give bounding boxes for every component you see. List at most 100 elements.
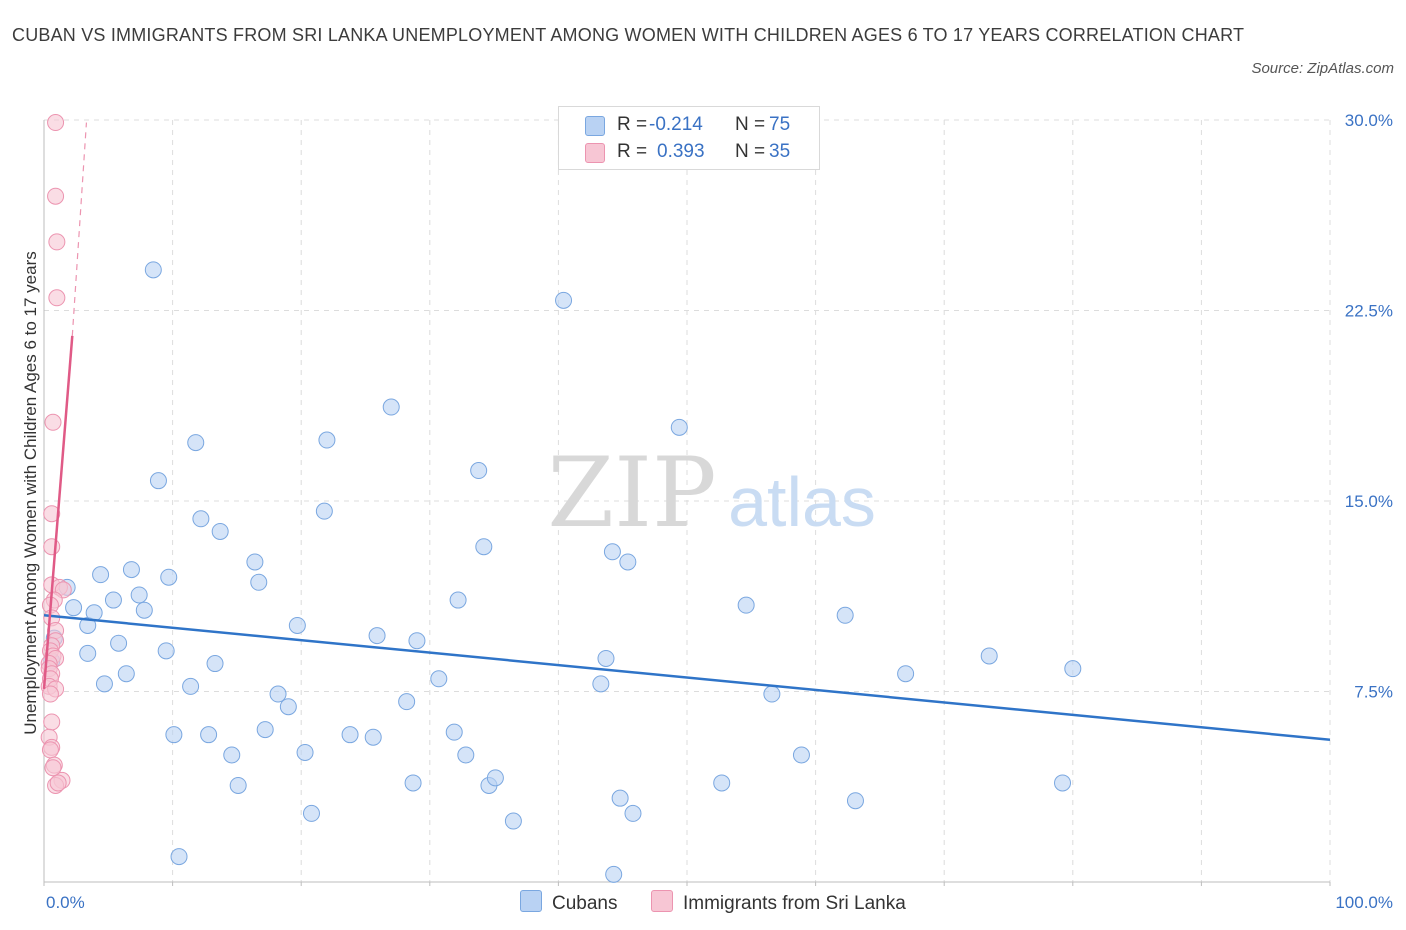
cubans-point [256,721,274,739]
sri-lanka-point [43,713,61,731]
cubans-point [597,649,615,667]
cubans-point [288,616,306,634]
cubans-point [246,553,264,571]
cubans-point [110,634,128,652]
cubans-point [170,848,188,866]
cubans-point [475,538,493,556]
sri-lanka-point [47,114,65,132]
cubans-point [95,675,113,693]
tick-labels: 7.5% 15.0% 22.5% 30.0% 0.0% 100.0% [46,111,1393,912]
cubans-point [368,627,386,645]
cubans-point [603,543,621,561]
y-tick-label: 15.0% [1345,492,1393,511]
cubans-point [302,804,320,822]
cubans-point [624,804,642,822]
cubans-point [269,685,287,703]
cubans-point [486,769,504,787]
cubans-point [92,566,110,584]
sri-lanka-point [44,413,62,431]
sri-lanka-swatch [585,143,605,163]
r-label: R = [617,141,648,162]
cubans-point [144,261,162,279]
x-tick-label: 100.0% [1335,893,1393,912]
cubans-point [445,723,463,741]
cubans-point [980,647,998,665]
cubans-point [763,685,781,703]
cubans-point [398,693,416,711]
cubans-point [470,462,488,480]
legend-item-sri-lanka: Immigrants from Sri Lanka [651,890,906,915]
source-note: Source: ZipAtlas.com [1251,60,1394,77]
cubans-swatch [585,116,605,136]
legend-item-cubans: Cubans [520,890,618,915]
r-value-cubans: -0.214 [649,114,703,135]
cubans-point [229,776,247,794]
cubans-point [382,398,400,416]
cubans-legend-swatch [520,890,542,912]
cubans-point [135,601,153,619]
cubans-point [149,472,167,490]
cubans-point [555,291,573,309]
cubans-point [846,792,864,810]
cubans-point [404,774,422,792]
cubans-point [206,655,224,673]
series-sri-lanka [40,114,72,794]
cubans-point [318,431,336,449]
cubans-point [157,642,175,660]
gridlines [44,119,1331,882]
watermark: ZIP atlas [547,437,876,549]
cubans-point [670,418,688,436]
y-tick-label: 7.5% [1354,683,1393,702]
n-label: N = [735,141,766,162]
chart-title: CUBAN VS IMMIGRANTS FROM SRI LANKA UNEMP… [12,25,1245,45]
cubans-point [187,434,205,452]
cubans-point [182,677,200,695]
cubans-point [792,746,810,764]
cubans-legend-label: Cubans [552,893,618,914]
cubans-point [315,502,333,520]
cubans-point [65,599,83,617]
cubans-point [1064,660,1082,678]
n-value-cubans: 75 [769,114,791,135]
watermark-atlas: atlas [728,463,876,541]
cubans-point [737,596,755,614]
cubans-point [504,812,522,830]
cubans-point [592,675,610,693]
n-value-sri-lanka: 35 [769,141,791,162]
sri-lanka-point [48,233,66,251]
cubans-trend-line [43,614,1331,742]
cubans-point [122,561,140,579]
cubans-point [296,743,314,761]
cubans-point [408,632,426,650]
cubans-point [611,789,629,807]
cubans-point [79,644,97,662]
cubans-point [364,728,382,746]
r-label: R = [617,114,648,135]
sri-lanka-point [49,774,67,792]
cubans-point [713,774,731,792]
cubans-point [605,865,623,883]
sri-lanka-legend-label: Immigrants from Sri Lanka [683,893,906,914]
sri-lanka-point [41,741,59,759]
cubans-point [117,665,135,683]
cubans-point [1054,774,1072,792]
correlation-legend: R = -0.214 N = 75 R = 0.393 N = 35 [558,106,820,170]
cubans-point [104,591,122,609]
sri-lanka-point [47,187,65,205]
cubans-point [341,726,359,744]
sri-lanka-point [44,759,62,777]
cubans-point [836,606,854,624]
y-tick-label: 30.0% [1345,111,1393,130]
cubans-point [130,586,148,604]
y-axis-label: Unemployment Among Women with Children A… [21,251,40,735]
cubans-point [165,726,183,744]
cubans-point [430,670,448,688]
r-value-sri-lanka: 0.393 [657,141,705,162]
sri-lanka-trend-extension [71,122,88,336]
cubans-point [211,522,229,540]
trend-lines [42,122,1331,742]
sri-lanka-point [43,538,61,556]
cubans-point [200,726,218,744]
sri-lanka-legend-swatch [651,890,673,912]
